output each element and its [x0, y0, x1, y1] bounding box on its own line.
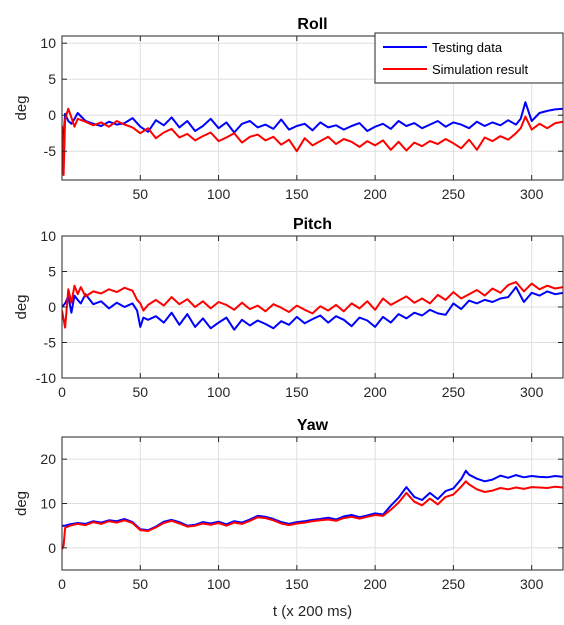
x-tick-label: 150 [285, 384, 309, 400]
y-tick-label: -10 [36, 370, 56, 386]
chart-title: Roll [297, 16, 327, 33]
x-tick-label: 150 [285, 576, 309, 592]
y-tick-label: 10 [40, 228, 56, 244]
series-line-testing-data [62, 286, 563, 331]
y-tick-label: 5 [48, 264, 56, 280]
y-axis-label: deg [13, 294, 30, 319]
x-tick-label: 0 [58, 576, 66, 592]
x-tick-label: 300 [520, 384, 544, 400]
series-line-testing-data [62, 101, 563, 163]
x-tick-label: 100 [207, 384, 231, 400]
chart-title: Pitch [293, 216, 332, 233]
y-tick-label: 10 [40, 496, 56, 512]
y-axis-label: deg [13, 491, 30, 516]
x-tick-label: 50 [132, 384, 148, 400]
chart-title: Yaw [297, 417, 329, 434]
x-tick-label: 100 [207, 576, 231, 592]
y-tick-label: -5 [44, 143, 57, 159]
x-tick-label: 200 [363, 384, 387, 400]
legend-label-testing-data: Testing data [432, 40, 503, 55]
x-tick-label: 200 [363, 576, 387, 592]
legend-box [374, 32, 564, 84]
x-tick-label: 250 [442, 576, 466, 592]
x-tick-label: 100 [207, 186, 231, 202]
y-tick-label: 0 [48, 107, 56, 123]
y-tick-label: 0 [48, 540, 56, 556]
y-tick-label: 20 [40, 451, 56, 467]
y-tick-label: -5 [44, 335, 57, 351]
x-tick-label: 50 [132, 576, 148, 592]
x-tick-label: 300 [520, 186, 544, 202]
x-tick-label: 250 [442, 186, 466, 202]
legend: Testing data Simulation result [374, 32, 564, 84]
legend-label-simulation-result: Simulation result [432, 62, 528, 77]
x-tick-label: 250 [442, 384, 466, 400]
y-tick-label: 5 [48, 71, 56, 87]
axes-box [61, 35, 564, 181]
x-axis-label: t (x 200 ms) [273, 603, 352, 620]
x-tick-label: 0 [58, 384, 66, 400]
series-line-simulation-result [62, 480, 563, 550]
series-line-simulation-result [62, 281, 563, 329]
series-line-simulation-result [62, 107, 563, 176]
x-tick-label: 200 [363, 186, 387, 202]
y-tick-label: 0 [48, 299, 56, 315]
y-tick-label: 10 [40, 35, 56, 51]
x-tick-label: 300 [520, 576, 544, 592]
y-axis-label: deg [13, 95, 30, 120]
x-tick-label: 50 [132, 186, 148, 202]
x-tick-label: 150 [285, 186, 309, 202]
